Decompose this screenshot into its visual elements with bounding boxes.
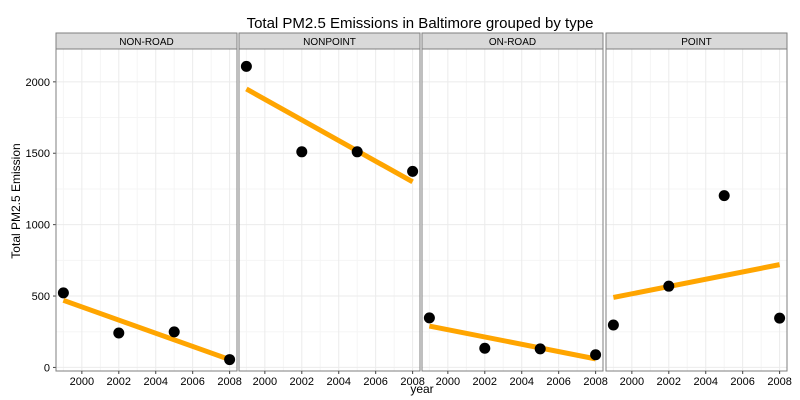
x-tick-label: 2008 [583,376,607,388]
facet-strip-label: ON-ROAD [489,37,536,48]
data-point [407,165,419,177]
x-axis-label: year [410,382,433,396]
facet-panel-point: POINT 2000 2002 2004 2006 2008 [605,32,792,388]
fit-line [428,323,597,362]
x-tick-label: 2000 [70,376,94,388]
facet-panel-on-road: ON-ROAD 2000 2002 2004 2006 2008 [421,32,608,388]
fit-line [245,86,414,184]
data-point [351,146,363,158]
facet-strip [605,32,788,50]
x-tick-label: 2004 [143,376,167,388]
x-tick-label: 2004 [509,376,533,388]
data-point [296,146,308,158]
y-tick-label: 500 [32,291,50,303]
data-point [607,319,619,331]
facet-strip-label: NONPOINT [303,37,356,48]
x-tick-label: 2002 [473,376,497,388]
facet-strip-label: POINT [681,37,712,48]
data-point [423,312,435,324]
data-point [113,327,125,339]
x-tick-label: 2008 [767,376,791,388]
data-point [534,343,546,355]
facet-panel-non-road: NON-ROAD 2000 2002 2004 2006 2008 [55,32,242,388]
data-point [57,287,69,299]
y-tick-label: 1000 [26,220,50,232]
panel-background [606,49,787,371]
facet-strip [55,32,238,50]
x-tick-label: 2000 [620,376,644,388]
facet-strip [421,32,604,50]
data-point [224,354,236,366]
data-point [663,280,675,292]
x-tick-label: 2002 [657,376,681,388]
data-point [590,349,602,361]
y-tick-label: 0 [44,362,50,374]
facet-panel-nonpoint: NONPOINT 2000 2002 2004 2006 2008 [238,32,425,388]
x-tick-label: 2000 [253,376,277,388]
facet-strip [238,32,421,50]
y-axis: 0 500 1000 1500 2000 [26,77,56,374]
facet-strip-label: NON-ROAD [119,37,173,48]
y-axis-label: Total PM2.5 Emission [9,143,23,258]
data-point [479,342,491,354]
x-tick-label: 2008 [217,376,241,388]
chart-title: Total PM2.5 Emissions in Baltimore group… [247,15,594,32]
data-point [718,190,730,202]
panel-background [422,49,603,371]
data-point [240,60,252,72]
x-tick-label: 2008 [400,376,424,388]
x-tick-label: 2006 [730,376,754,388]
panel-background [56,49,237,371]
x-tick-label: 2000 [436,376,460,388]
x-tick-label: 2002 [107,376,131,388]
x-tick-label: 2006 [546,376,570,388]
y-tick-label: 2000 [26,77,50,89]
y-tick-label: 1500 [26,148,50,160]
x-tick-label: 2006 [363,376,387,388]
x-tick-label: 2004 [693,376,717,388]
x-tick-label: 2002 [290,376,314,388]
facet-panels: NON-ROAD 2000 2002 2004 2006 2008 NONPOINT 2000… [55,32,792,388]
x-tick-label: 2006 [180,376,204,388]
x-tick-label: 2004 [326,376,350,388]
fit-line [612,262,781,300]
fit-line [62,297,231,362]
data-point [168,326,180,338]
data-point [774,312,786,324]
